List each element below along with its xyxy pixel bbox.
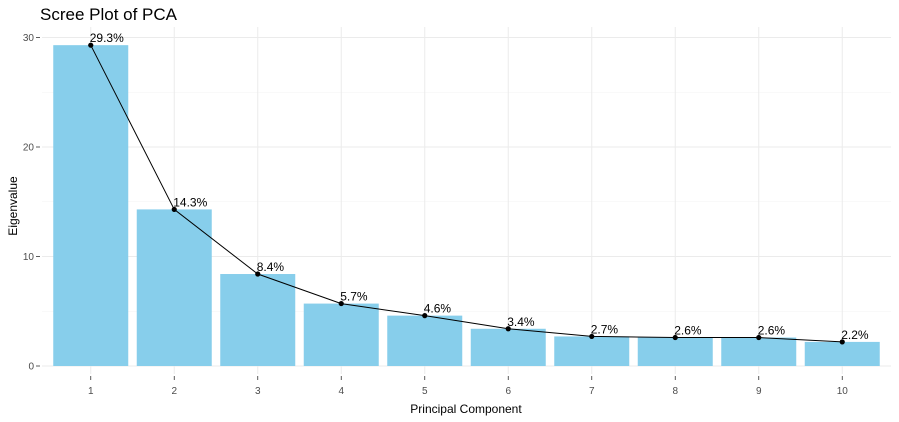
- bar-series: [53, 45, 880, 366]
- x-axis-title: Principal Component: [410, 402, 522, 416]
- x-tick-label: 8: [672, 386, 678, 397]
- data-label: 2.6%: [674, 324, 702, 338]
- y-tick-label: 10: [23, 252, 35, 263]
- data-label: 29.3%: [90, 31, 124, 45]
- y-tick-label: 0: [28, 362, 34, 373]
- bar: [637, 337, 713, 366]
- data-point: [756, 334, 762, 341]
- data-label: 5.7%: [340, 290, 368, 304]
- data-point: [505, 326, 511, 332]
- series-line: [90, 44, 843, 343]
- y-tick-label: 30: [23, 33, 35, 44]
- data-label: 2.7%: [591, 322, 619, 336]
- bar: [387, 315, 463, 366]
- data-point: [839, 339, 845, 345]
- data-point: [171, 206, 177, 213]
- x-tick-label: 3: [255, 386, 261, 397]
- data-point: [338, 300, 344, 307]
- data-label: 2.2%: [841, 328, 869, 342]
- x-tick-label: 2: [171, 386, 177, 397]
- x-axis-ticks: 1 2 3 4 5 6 7 8 9 10: [88, 376, 848, 397]
- x-tick-label: 1: [88, 386, 94, 397]
- bar: [804, 341, 880, 366]
- bar: [721, 337, 797, 366]
- data-label: 2.6%: [758, 324, 786, 338]
- data-point: [88, 42, 94, 48]
- y-axis-title: Eigenvalue: [6, 176, 20, 236]
- x-tick-label: 7: [589, 386, 595, 397]
- data-labels: 29.3% 14.3% 8.4% 5.7% 4.6% 3.4% 2.7% 2.6% 2.6% 2.…: [90, 31, 869, 342]
- x-tick-label: 6: [505, 386, 511, 397]
- grid-lines: [42, 27, 891, 374]
- data-point: [422, 313, 428, 319]
- data-label: 4.6%: [424, 302, 452, 316]
- bar: [470, 328, 546, 366]
- chart-title: Scree Plot of PCA: [40, 5, 178, 24]
- bar: [53, 45, 129, 366]
- y-axis-ticks: 0 10 20 30: [23, 33, 40, 373]
- bar: [303, 303, 379, 366]
- x-tick-label: 10: [837, 386, 849, 397]
- data-label: 14.3%: [173, 195, 207, 209]
- data-point: [255, 271, 261, 277]
- point-series: [88, 42, 845, 345]
- data-point: [672, 334, 678, 341]
- x-tick-label: 5: [422, 386, 428, 397]
- data-label: 3.4%: [507, 315, 535, 329]
- data-point: [589, 333, 595, 340]
- x-tick-label: 9: [756, 386, 762, 397]
- bar: [136, 209, 212, 366]
- line-series: [90, 44, 843, 343]
- bar: [220, 274, 296, 366]
- bar: [554, 336, 630, 366]
- y-tick-label: 20: [23, 143, 35, 154]
- x-tick-label: 4: [338, 386, 344, 397]
- data-label: 8.4%: [257, 260, 285, 274]
